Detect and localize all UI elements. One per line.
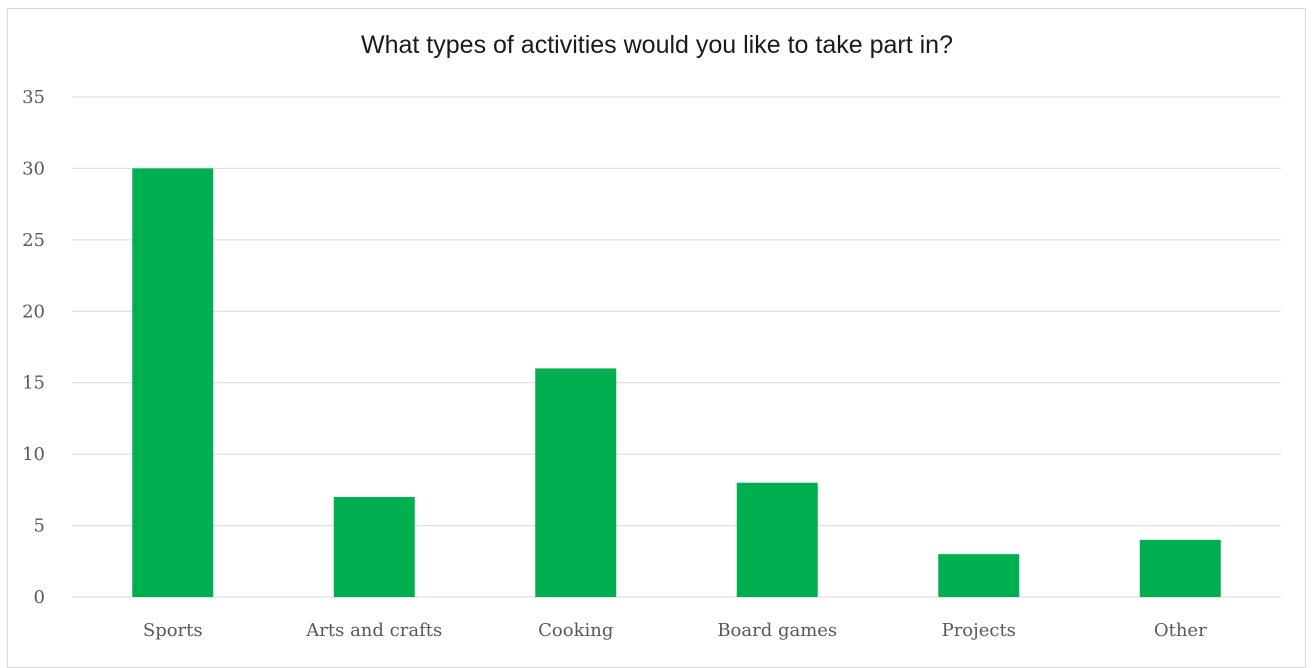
y-axis-ticks: 0 5 10 15 20 25 30 35 — [22, 87, 45, 608]
bar-cooking — [535, 368, 617, 597]
chart-title: What types of activities would you like … — [361, 31, 953, 59]
bar-board-games — [736, 482, 818, 597]
bars — [132, 168, 1221, 597]
y-tick-label: 10 — [22, 444, 45, 465]
y-tick-label: 25 — [22, 230, 45, 251]
x-axis-labels: Sports Arts and crafts Cooking Board games P… — [143, 620, 1207, 641]
chart-frame — [7, 8, 1306, 668]
y-tick-label: 30 — [22, 158, 45, 179]
bar-sports — [132, 168, 214, 597]
y-tick-label: 15 — [22, 373, 45, 394]
x-category-label: Projects — [942, 620, 1016, 641]
y-tick-label: 35 — [22, 87, 45, 108]
x-category-label: Board games — [717, 620, 837, 641]
bar-arts-and-crafts — [333, 497, 415, 597]
bar-projects — [938, 554, 1020, 597]
gridlines — [72, 96, 1281, 598]
x-category-label: Other — [1154, 620, 1207, 641]
y-tick-label: 20 — [22, 301, 45, 322]
y-tick-label: 5 — [34, 516, 45, 537]
x-category-label: Arts and crafts — [305, 620, 442, 641]
x-category-label: Sports — [143, 620, 203, 641]
y-tick-label: 0 — [34, 587, 45, 608]
bar-other — [1139, 539, 1221, 597]
x-category-label: Cooking — [538, 620, 613, 641]
